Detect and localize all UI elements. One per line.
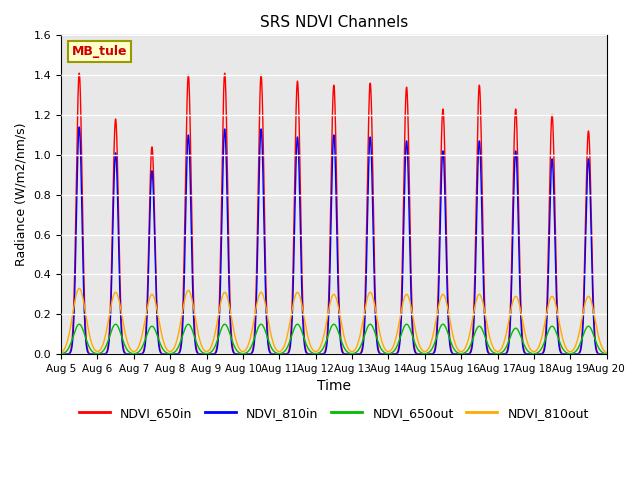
- NDVI_650in: [603, 351, 611, 357]
- NDVI_810out: [174, 334, 182, 339]
- Title: SRS NDVI Channels: SRS NDVI Channels: [260, 15, 408, 30]
- Line: NDVI_810out: NDVI_810out: [61, 288, 607, 353]
- NDVI_650out: [603, 351, 611, 357]
- NDVI_650in: [57, 351, 65, 357]
- NDVI_810out: [603, 350, 611, 356]
- NDVI_810in: [601, 351, 609, 357]
- NDVI_810in: [409, 338, 417, 344]
- NDVI_810in: [76, 124, 83, 130]
- NDVI_810out: [57, 350, 65, 356]
- NDVI_650in: [76, 70, 83, 76]
- Line: NDVI_810in: NDVI_810in: [61, 127, 607, 354]
- NDVI_810out: [168, 348, 176, 354]
- NDVI_650in: [174, 351, 182, 357]
- NDVI_810out: [76, 286, 83, 291]
- NDVI_650out: [168, 350, 176, 356]
- X-axis label: Time: Time: [317, 379, 351, 394]
- NDVI_810out: [262, 301, 269, 307]
- NDVI_650out: [76, 321, 83, 327]
- NDVI_650in: [409, 330, 417, 336]
- NDVI_810in: [168, 351, 176, 357]
- Text: MB_tule: MB_tule: [72, 45, 127, 58]
- NDVI_650out: [57, 351, 65, 357]
- NDVI_810out: [487, 337, 495, 343]
- NDVI_650out: [601, 350, 609, 356]
- NDVI_650in: [262, 255, 269, 261]
- Legend: NDVI_650in, NDVI_810in, NDVI_650out, NDVI_810out: NDVI_650in, NDVI_810in, NDVI_650out, NDV…: [74, 402, 594, 425]
- NDVI_650out: [174, 345, 182, 351]
- NDVI_650out: [262, 328, 269, 334]
- NDVI_650in: [601, 351, 609, 357]
- NDVI_810in: [262, 282, 269, 288]
- NDVI_810out: [409, 315, 417, 321]
- Line: NDVI_650in: NDVI_650in: [61, 73, 607, 354]
- Line: NDVI_650out: NDVI_650out: [61, 324, 607, 354]
- NDVI_650out: [487, 347, 495, 352]
- NDVI_810in: [57, 351, 65, 357]
- Y-axis label: Radiance (W/m2/nm/s): Radiance (W/m2/nm/s): [15, 123, 28, 266]
- NDVI_650in: [487, 351, 495, 357]
- NDVI_810out: [601, 348, 609, 354]
- NDVI_810in: [174, 351, 182, 357]
- NDVI_810in: [487, 351, 495, 357]
- NDVI_810in: [603, 351, 611, 357]
- NDVI_650out: [409, 335, 417, 341]
- NDVI_650in: [168, 351, 176, 357]
